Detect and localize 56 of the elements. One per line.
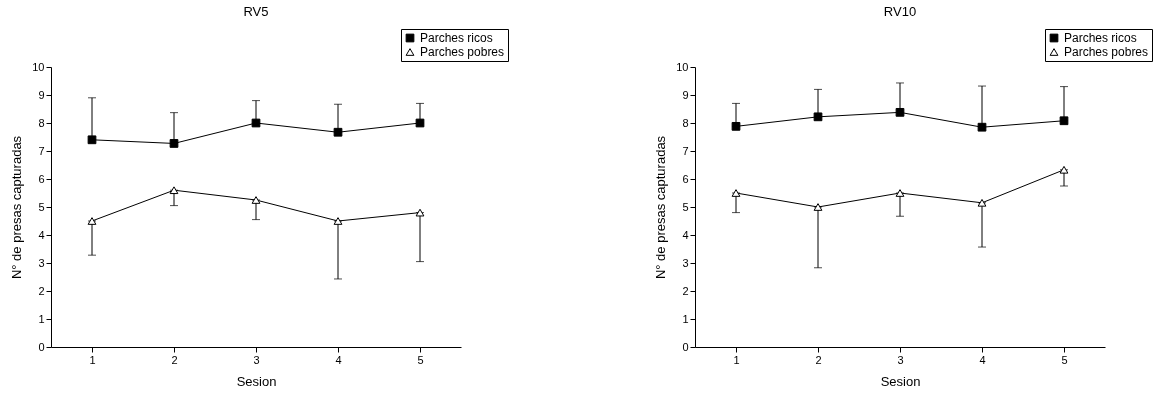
y-tick-label: 10 [32,60,45,73]
x-tick-label: 1 [89,353,96,366]
y-tick-label: 2 [682,284,689,297]
point [977,198,987,207]
point [1059,165,1069,174]
point [813,112,823,122]
y-tick-label: 0 [682,340,689,353]
y-tick-label: 8 [682,116,689,129]
y-tick-label: 9 [682,88,689,101]
x-tick-label: 3 [897,353,904,366]
y-tick-label: 4 [682,228,689,241]
x-tick-label: 5 [417,353,424,366]
y-axis-title: N° de presas capturadas [9,135,25,280]
legend-label: Parches ricos [420,31,493,45]
x-tick-label: 4 [979,353,986,366]
y-axis-title: N° de presas capturadas [653,135,669,280]
x-tick-label: 2 [171,353,178,366]
x-axis-title: Sesion [880,373,921,389]
point [169,139,179,148]
y-tick-label: 5 [682,200,689,213]
point [87,135,97,145]
y-tick-label: 4 [38,228,45,241]
chart-title: RV5 [243,3,269,19]
y-tick-label: 2 [38,284,45,297]
chart-title: RV10 [883,3,917,19]
x-tick-label: 2 [815,353,822,366]
y-tick-label: 6 [38,172,45,185]
y-tick-label: 10 [676,60,689,73]
legend-label: Parches pobres [420,45,505,59]
y-tick-label: 8 [38,116,45,129]
point [977,122,987,132]
y-tick-label: 5 [38,200,45,213]
legend-label: Parches ricos [1064,31,1137,45]
point [895,107,905,117]
y-tick-label: 1 [682,312,689,325]
point [1059,116,1069,126]
point [251,118,261,128]
point [169,186,179,195]
x-axis-title: Sesion [236,373,277,389]
y-tick-label: 7 [38,144,45,157]
x-tick-label: 1 [733,353,740,366]
point [415,208,425,217]
x-tick-label: 5 [1061,353,1068,366]
y-tick-label: 7 [682,144,689,157]
y-tick-label: 1 [38,312,45,325]
y-tick-label: 0 [38,340,45,353]
legend-label: Parches pobres [1064,45,1149,59]
y-tick-label: 3 [682,256,689,269]
y-tick-label: 6 [682,172,689,185]
point [415,118,425,128]
x-tick-label: 3 [253,353,260,366]
point [333,127,343,137]
x-tick-label: 4 [335,353,342,366]
y-tick-label: 3 [38,256,45,269]
point [731,121,741,131]
y-tick-label: 9 [38,88,45,101]
